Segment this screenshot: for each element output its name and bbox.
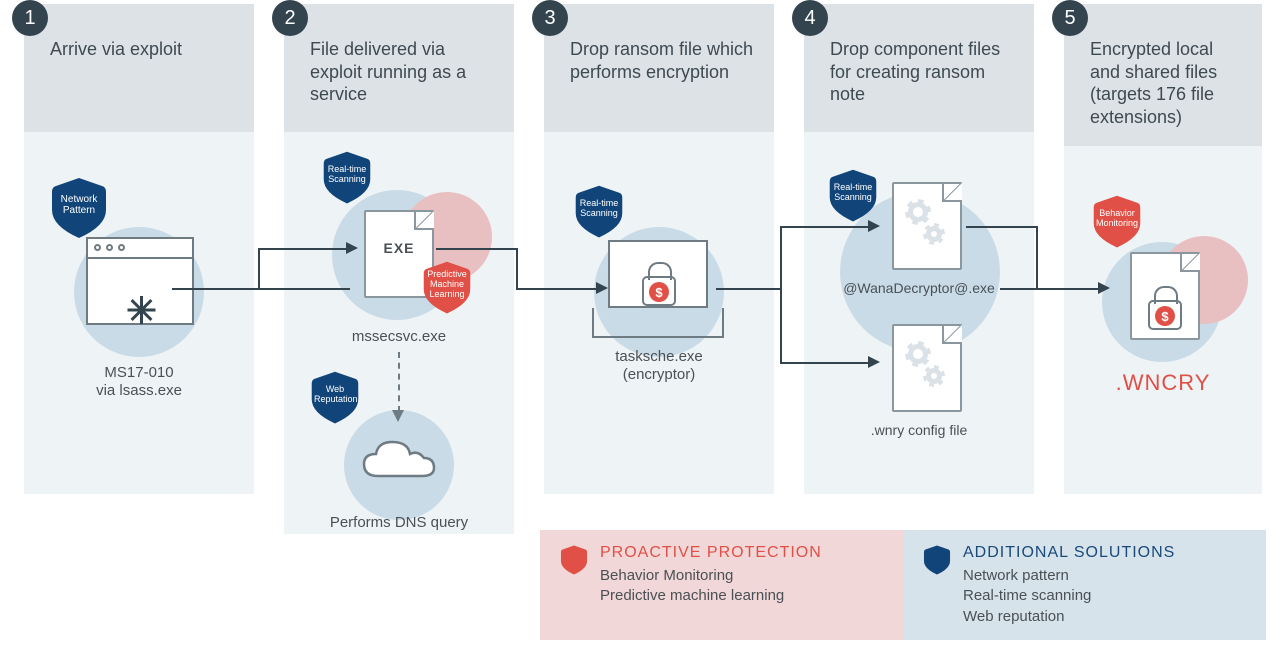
stage1-caption: MS17-010 via lsass.exe <box>24 364 254 400</box>
lock-icon: $ <box>642 276 676 306</box>
arrow-head-down <box>392 410 404 422</box>
arrow-3-4-top <box>780 226 870 228</box>
arrow-head <box>868 356 880 368</box>
gear-file-icon <box>892 182 962 270</box>
laptop-side <box>722 308 724 336</box>
stage-5: 5 Encrypted local and shared files (targ… <box>1064 4 1262 494</box>
arrow-3-4 <box>716 288 780 290</box>
shield-icon <box>560 544 588 576</box>
shield-network-pattern: Network Pattern <box>50 176 108 240</box>
laptop-side <box>592 308 594 336</box>
stage-num-2: 2 <box>272 0 308 36</box>
shield-realtime-scanning: Real-time Scanning <box>828 168 878 224</box>
legend-additional-title: ADDITIONAL SOLUTIONS <box>963 544 1250 562</box>
stage2-dns-caption: Performs DNS query <box>284 514 514 532</box>
legend-item: Behavior Monitoring <box>600 566 887 586</box>
stage4-file2-label: .wnry config file <box>804 422 1034 439</box>
stage5-ext: .WNCRY <box>1064 370 1262 396</box>
stage-title-5: Encrypted local and shared files (target… <box>1064 4 1262 146</box>
legend: PROACTIVE PROTECTION Behavior Monitoring… <box>540 530 1266 640</box>
arrow-2-3a <box>436 248 516 250</box>
stage2-caption: mssecsvc.exe <box>284 328 514 346</box>
shield-realtime-scanning: Real-time Scanning <box>322 150 372 206</box>
arrow-head <box>596 282 608 294</box>
arrow-3-4-bot <box>780 362 870 364</box>
legend-proactive-title: PROACTIVE PROTECTION <box>600 544 887 562</box>
stage-num-1: 1 <box>12 0 48 36</box>
arrow-2-3b <box>516 288 598 290</box>
arrow-1-2-v <box>258 248 260 288</box>
arrow-1-2-top <box>258 248 348 250</box>
stage-num-4: 4 <box>792 0 828 36</box>
legend-proactive: PROACTIVE PROTECTION Behavior Monitoring… <box>540 530 903 640</box>
stage3-caption: tasksche.exe (encryptor) <box>544 348 774 384</box>
cloud-icon <box>358 436 438 482</box>
arrow-4-5-v <box>1036 226 1038 290</box>
shield-behavior-monitoring: Behavior Monitoring <box>1092 194 1142 250</box>
shield-realtime-scanning: Real-time Scanning <box>574 184 624 240</box>
arrow-2-3v <box>516 248 518 288</box>
stage-title-2: File delivered via exploit running as a … <box>284 4 514 132</box>
gear-file-icon <box>892 324 962 412</box>
stage-2: 2 File delivered via exploit running as … <box>284 4 514 534</box>
shield-icon <box>923 544 951 576</box>
stage-title-3: Drop ransom file which performs encrypti… <box>544 4 774 132</box>
dashed-arrow <box>398 352 400 412</box>
legend-item: Web reputation <box>963 607 1250 627</box>
stage-title-1: Arrive via exploit <box>24 4 254 132</box>
lock-icon: $ <box>1148 300 1182 330</box>
legend-item: Real-time scanning <box>963 586 1250 606</box>
shield-web-reputation: Web Reputation <box>310 370 360 426</box>
laptop-base-icon <box>592 336 724 338</box>
legend-additional: ADDITIONAL SOLUTIONS Network pattern Rea… <box>903 530 1266 640</box>
arrow-4-5-top <box>966 226 1036 228</box>
stage-num-5: 5 <box>1052 0 1088 36</box>
arrow-3-4-split <box>780 226 782 362</box>
arrow-head <box>346 242 358 254</box>
stage-1: 1 Arrive via exploit Network Pattern MS1… <box>24 4 254 494</box>
stage-title-4: Drop component files for creating ransom… <box>804 4 1034 132</box>
shield-predictive-ml: Predictive Machine Learning <box>422 260 472 316</box>
stage-4: 4 Drop component files for creating rans… <box>804 4 1034 494</box>
stage-3: 3 Drop ransom file which performs encryp… <box>544 4 774 494</box>
legend-item: Predictive machine learning <box>600 586 887 606</box>
arrow-1-2 <box>172 288 350 290</box>
legend-item: Network pattern <box>963 566 1250 586</box>
arrow-head <box>1098 282 1110 294</box>
arrow-4-5 <box>1000 288 1100 290</box>
browser-window-icon <box>86 237 194 325</box>
stage-num-3: 3 <box>532 0 568 36</box>
